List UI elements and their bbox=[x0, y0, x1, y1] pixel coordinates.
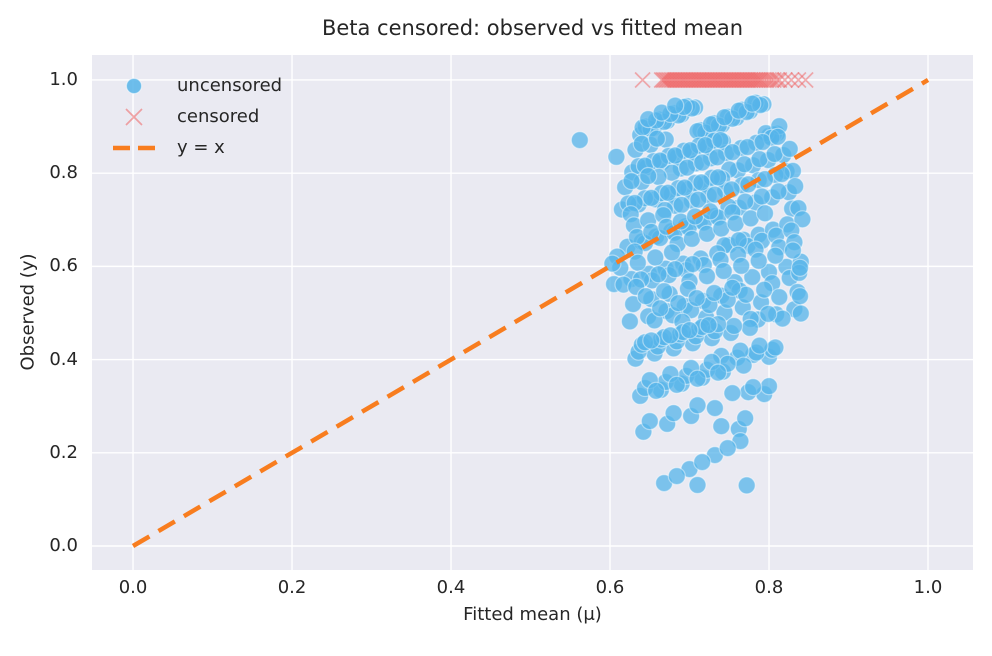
censored-points bbox=[634, 71, 814, 89]
legend-label-identity: y = x bbox=[177, 137, 225, 158]
plot-canvas bbox=[92, 55, 973, 570]
legend: uncensored censored y = x bbox=[105, 70, 282, 163]
x-tick-label: 0.6 bbox=[595, 577, 625, 598]
identity-line-icon bbox=[113, 145, 155, 150]
chart-title: Beta censored: observed vs fitted mean bbox=[321, 16, 744, 40]
y-tick-label: 0.6 bbox=[49, 255, 78, 277]
y-tick-label: 1.0 bbox=[49, 68, 78, 90]
censored-marker-icon bbox=[125, 107, 143, 126]
plot-area: uncensored censored y = x bbox=[92, 55, 973, 570]
identity-line bbox=[131, 78, 930, 548]
y-tick-label: 0.2 bbox=[49, 441, 78, 463]
legend-label-censored: censored bbox=[177, 106, 260, 127]
x-tick-label: 0.4 bbox=[436, 577, 466, 598]
legend-label-uncensored: uncensored bbox=[177, 75, 283, 96]
legend-item-identity: y = x bbox=[105, 132, 282, 163]
legend-item-uncensored: uncensored bbox=[105, 70, 282, 101]
y-tick-label: 0.4 bbox=[49, 348, 78, 370]
x-tick-label: 0.0 bbox=[118, 577, 148, 598]
x-tick-label: 0.2 bbox=[277, 577, 307, 598]
y-tick-label: 0.8 bbox=[49, 162, 78, 184]
y-tick-label: 0.0 bbox=[49, 534, 78, 556]
x-tick-label: 0.8 bbox=[754, 577, 784, 598]
uncensored-marker-icon bbox=[125, 77, 143, 94]
x-tick-label: 1.0 bbox=[913, 577, 943, 598]
legend-item-censored: censored bbox=[105, 101, 282, 132]
x-axis-label: Fitted mean (μ) bbox=[463, 604, 602, 625]
uncensored-points bbox=[570, 93, 812, 495]
